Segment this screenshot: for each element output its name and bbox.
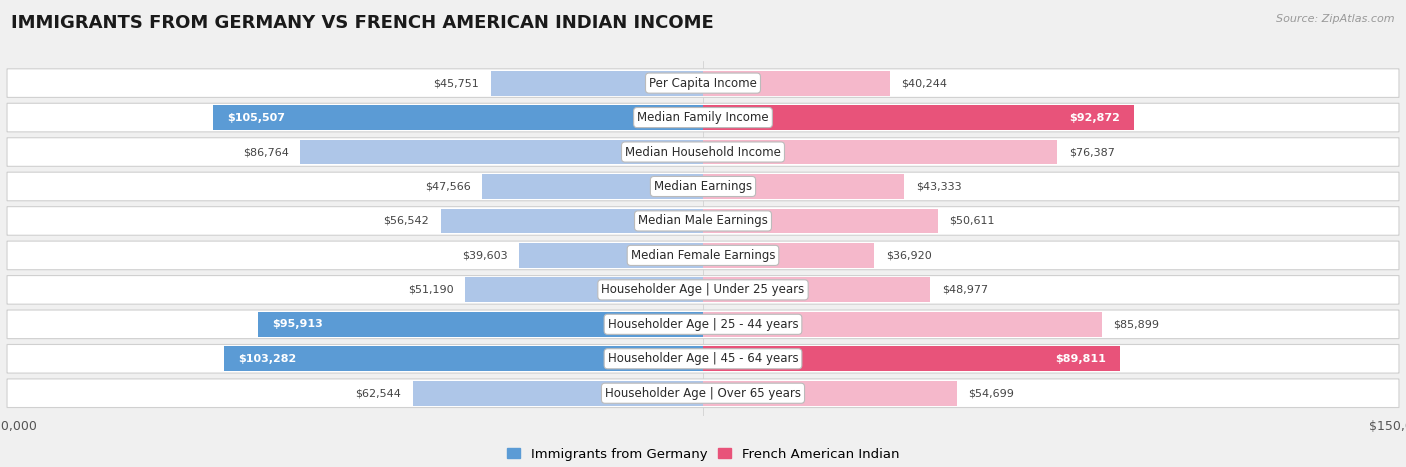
Text: $36,920: $36,920 bbox=[886, 250, 932, 261]
Bar bbox=[413, 381, 703, 406]
Bar bbox=[703, 174, 904, 199]
Text: Source: ZipAtlas.com: Source: ZipAtlas.com bbox=[1277, 14, 1395, 24]
Bar bbox=[703, 277, 931, 302]
Text: $47,566: $47,566 bbox=[425, 182, 471, 191]
Bar bbox=[703, 140, 1057, 164]
Text: Median Female Earnings: Median Female Earnings bbox=[631, 249, 775, 262]
Bar bbox=[465, 277, 703, 302]
Text: $76,387: $76,387 bbox=[1069, 147, 1115, 157]
Legend: Immigrants from Germany, French American Indian: Immigrants from Germany, French American… bbox=[502, 442, 904, 466]
Text: $89,811: $89,811 bbox=[1054, 354, 1105, 364]
Bar bbox=[703, 105, 1133, 130]
Text: IMMIGRANTS FROM GERMANY VS FRENCH AMERICAN INDIAN INCOME: IMMIGRANTS FROM GERMANY VS FRENCH AMERIC… bbox=[11, 14, 714, 32]
Text: Householder Age | 25 - 44 years: Householder Age | 25 - 44 years bbox=[607, 318, 799, 331]
Bar bbox=[703, 209, 938, 234]
Text: $51,190: $51,190 bbox=[408, 285, 454, 295]
Bar bbox=[703, 71, 890, 96]
Text: $103,282: $103,282 bbox=[238, 354, 295, 364]
Bar bbox=[703, 347, 1119, 371]
Text: Median Household Income: Median Household Income bbox=[626, 146, 780, 158]
FancyBboxPatch shape bbox=[7, 379, 1399, 408]
Bar bbox=[703, 243, 875, 268]
Bar bbox=[703, 381, 957, 406]
Text: Median Family Income: Median Family Income bbox=[637, 111, 769, 124]
Bar bbox=[440, 209, 703, 234]
FancyBboxPatch shape bbox=[7, 69, 1399, 98]
Text: $40,244: $40,244 bbox=[901, 78, 948, 88]
Bar bbox=[703, 312, 1101, 337]
Bar bbox=[491, 71, 703, 96]
FancyBboxPatch shape bbox=[7, 138, 1399, 166]
Text: $54,699: $54,699 bbox=[969, 388, 1014, 398]
Bar bbox=[257, 312, 703, 337]
Text: $48,977: $48,977 bbox=[942, 285, 988, 295]
Bar bbox=[224, 347, 703, 371]
Text: $85,899: $85,899 bbox=[1114, 319, 1159, 329]
Bar bbox=[301, 140, 703, 164]
Text: Householder Age | Over 65 years: Householder Age | Over 65 years bbox=[605, 387, 801, 400]
FancyBboxPatch shape bbox=[7, 345, 1399, 373]
Bar bbox=[214, 105, 703, 130]
Text: $95,913: $95,913 bbox=[271, 319, 322, 329]
Text: $105,507: $105,507 bbox=[228, 113, 285, 122]
Text: $39,603: $39,603 bbox=[463, 250, 508, 261]
Text: $86,764: $86,764 bbox=[243, 147, 288, 157]
FancyBboxPatch shape bbox=[7, 206, 1399, 235]
Text: $92,872: $92,872 bbox=[1069, 113, 1121, 122]
Text: Median Male Earnings: Median Male Earnings bbox=[638, 214, 768, 227]
Text: Householder Age | Under 25 years: Householder Age | Under 25 years bbox=[602, 283, 804, 297]
Text: Per Capita Income: Per Capita Income bbox=[650, 77, 756, 90]
Text: Householder Age | 45 - 64 years: Householder Age | 45 - 64 years bbox=[607, 352, 799, 365]
Text: $50,611: $50,611 bbox=[949, 216, 995, 226]
FancyBboxPatch shape bbox=[7, 172, 1399, 201]
FancyBboxPatch shape bbox=[7, 103, 1399, 132]
Text: $45,751: $45,751 bbox=[433, 78, 479, 88]
Text: $43,333: $43,333 bbox=[915, 182, 962, 191]
Bar bbox=[519, 243, 703, 268]
FancyBboxPatch shape bbox=[7, 276, 1399, 304]
Text: Median Earnings: Median Earnings bbox=[654, 180, 752, 193]
FancyBboxPatch shape bbox=[7, 310, 1399, 339]
Bar bbox=[482, 174, 703, 199]
Text: $62,544: $62,544 bbox=[356, 388, 401, 398]
FancyBboxPatch shape bbox=[7, 241, 1399, 270]
Text: $56,542: $56,542 bbox=[384, 216, 429, 226]
